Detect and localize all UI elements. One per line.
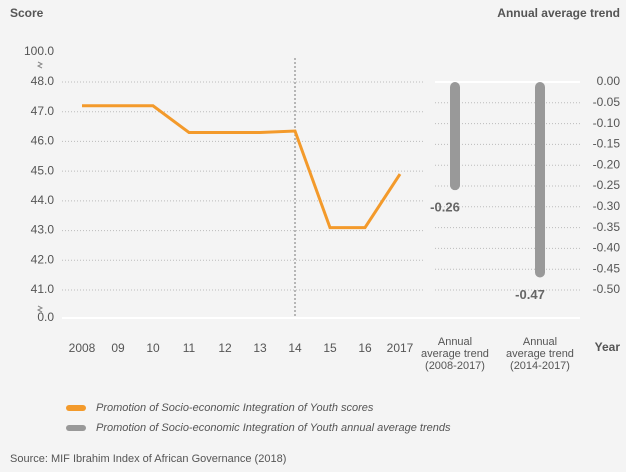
y-tick-label: 41.0 (31, 282, 55, 296)
y2-tick-label: -0.25 (593, 178, 621, 192)
y2-tick-label: -0.30 (593, 199, 621, 213)
x-axis-title: Year (595, 340, 621, 354)
axis-break (36, 61, 44, 313)
x-tick-label: 13 (253, 341, 267, 355)
y2-tick-label: -0.50 (593, 282, 621, 296)
x-tick-label: 15 (323, 341, 337, 355)
y2-tick-label: -0.10 (593, 116, 621, 130)
score-line (82, 104, 402, 230)
legend-label: Promotion of Socio-economic Integration … (96, 402, 374, 414)
x-tick-label: 12 (218, 341, 232, 355)
y-tick-label: 100.0 (24, 44, 54, 58)
y-tick-label: 45.0 (31, 163, 55, 177)
x-tick-label: 09 (111, 341, 125, 355)
x-tick-label: Annual average trend (2008-2017) (421, 336, 489, 372)
x-tick-label: 16 (358, 341, 372, 355)
y2-tick-label: -0.35 (593, 220, 621, 234)
y2-tick-label: 0.00 (597, 74, 621, 88)
y-tick-label: 48.0 (31, 74, 55, 88)
y-tick-label: 44.0 (31, 193, 55, 207)
y-tick-label: 42.0 (31, 252, 55, 266)
y2-tick-label: -0.15 (593, 137, 621, 151)
y2-tick-label: -0.45 (593, 261, 621, 275)
legend-swatch (66, 425, 86, 431)
bar-value-label: -0.26 (430, 200, 460, 215)
legend-label: Promotion of Socio-economic Integration … (96, 422, 451, 434)
y-tick-label: 46.0 (31, 134, 55, 148)
x-tick-label: 2008 (68, 341, 96, 355)
x-tick-label: 10 (146, 341, 160, 355)
x-tick-label: 11 (182, 341, 196, 355)
x-tick-label: 2017 (386, 341, 414, 355)
bar-value-label: -0.47 (515, 287, 545, 302)
legend-swatch (66, 405, 86, 411)
y-tick-label: 43.0 (31, 223, 55, 237)
trend-bar (450, 82, 460, 191)
x-tick-label: 14 (288, 341, 302, 355)
y-axis-title: Score (10, 6, 44, 20)
y-tick-label: 47.0 (31, 104, 55, 118)
y2-tick-label: -0.20 (593, 157, 621, 171)
y-tick-label: 0.0 (37, 310, 54, 324)
source: Source: MIF Ibrahim Index of African Gov… (10, 453, 286, 465)
trend-bar (535, 82, 545, 278)
y2-tick-label: -0.40 (593, 241, 621, 255)
y2-axis-title: Annual average trend (497, 6, 620, 20)
y2-tick-label: -0.05 (593, 95, 621, 109)
x-tick-label: Annual average trend (2014-2017) (506, 336, 574, 372)
